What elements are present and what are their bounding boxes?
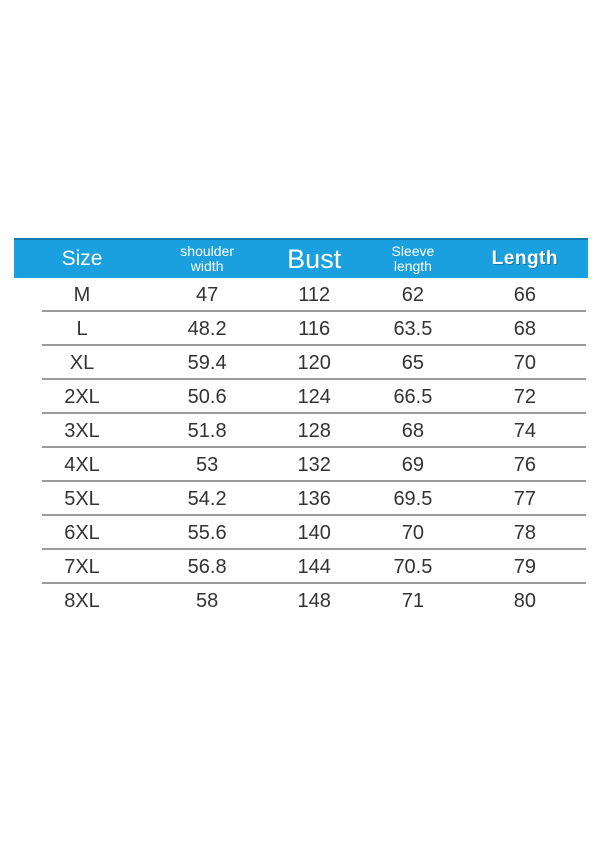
bust-cell: 148 [297,589,331,612]
sleeve-length-cell: 66.5 [393,385,433,408]
sleeve-length-cell: 71 [401,589,425,612]
bust-cell: 144 [297,555,331,578]
shoulder-width-cell: 48.2 [187,317,227,340]
header-label-width: width [190,258,224,274]
sleeve-length-cell: 70.5 [393,555,433,578]
header-cell-size: Size [14,246,150,270]
length-cell: 77 [513,487,536,510]
shoulder-width-cell: 50.6 [187,385,227,408]
header-label-length: Length [491,248,558,270]
table-row-6xl: 6XL 55.6 140 70 78 [14,516,588,550]
size-cell: M [73,283,91,306]
table-row-xl: XL 59.4 120 65 70 [14,346,588,380]
sleeve-length-cell: 68 [401,419,425,442]
length-cell: 72 [513,385,536,408]
size-cell: 7XL [64,555,100,578]
table-row-4xl: 4XL 53 132 69 76 [14,448,588,482]
shoulder-width-cell: 58 [196,589,219,612]
shoulder-width-cell: 55.6 [187,521,227,544]
shoulder-width-cell: 56.8 [187,555,227,578]
table-row-2xl: 2XL 50.6 124 66.5 72 [14,380,588,414]
header-cell-bust: Bust [264,243,364,274]
header-cell-shoulder-width: shoulder width [150,244,264,273]
bust-cell: 140 [297,521,331,544]
length-cell: 76 [513,453,536,476]
size-cell: 3XL [64,419,100,442]
header-cell-length: Length [462,249,588,269]
size-cell: 4XL [64,453,100,476]
size-cell: L [76,317,88,340]
size-chart-table: Size shoulder width Bust Sleeve length L… [14,238,588,618]
header-label-bust: Bust [287,243,342,274]
sleeve-length-cell: 69.5 [393,487,433,510]
sleeve-length-cell: 62 [401,283,425,306]
length-cell: 68 [513,317,536,340]
table-row-3xl: 3XL 51.8 128 68 74 [14,414,588,448]
header-label-sleeve-length: length [393,258,432,274]
bust-cell: 124 [297,385,331,408]
size-cell: XL [69,351,95,374]
table-row-8xl: 8XL 58 148 71 80 [14,584,588,618]
sleeve-length-cell: 65 [401,351,425,374]
table-row-7xl: 7XL 56.8 144 70.5 79 [14,550,588,584]
table-row-5xl: 5XL 54.2 136 69.5 77 [14,482,588,516]
size-cell: 2XL [64,385,100,408]
length-cell: 80 [513,589,536,612]
sleeve-length-cell: 69 [401,453,425,476]
bust-cell: 136 [297,487,331,510]
bust-cell: 120 [297,351,331,374]
sleeve-length-cell: 63.5 [393,317,433,340]
shoulder-width-cell: 53 [196,453,219,476]
length-cell: 66 [513,283,536,306]
shoulder-width-cell: 47 [196,283,219,306]
length-cell: 79 [513,555,536,578]
length-cell: 74 [513,419,536,442]
sleeve-length-cell: 70 [401,521,425,544]
header-label-sleeve: Sleeve [391,243,435,260]
bust-cell: 132 [297,453,331,476]
bust-cell: 116 [298,317,331,340]
length-cell: 70 [513,351,536,374]
shoulder-width-cell: 51.8 [187,419,227,442]
length-cell: 78 [513,521,536,544]
table-row-l: L 48.2 116 63.5 68 [14,312,588,346]
table-header-row: Size shoulder width Bust Sleeve length L… [14,238,588,278]
header-label-size: Size [61,246,103,270]
bust-cell: 128 [297,419,331,442]
header-label-shoulder: shoulder [180,243,234,260]
size-cell: 5XL [64,487,100,510]
size-cell: 8XL [64,589,100,612]
size-cell: 6XL [64,521,100,544]
bust-cell: 112 [298,283,331,306]
shoulder-width-cell: 59.4 [187,351,227,374]
header-cell-sleeve-length: Sleeve length [364,244,462,273]
table-row-m: M 47 112 62 66 [14,278,588,312]
shoulder-width-cell: 54.2 [187,487,227,510]
